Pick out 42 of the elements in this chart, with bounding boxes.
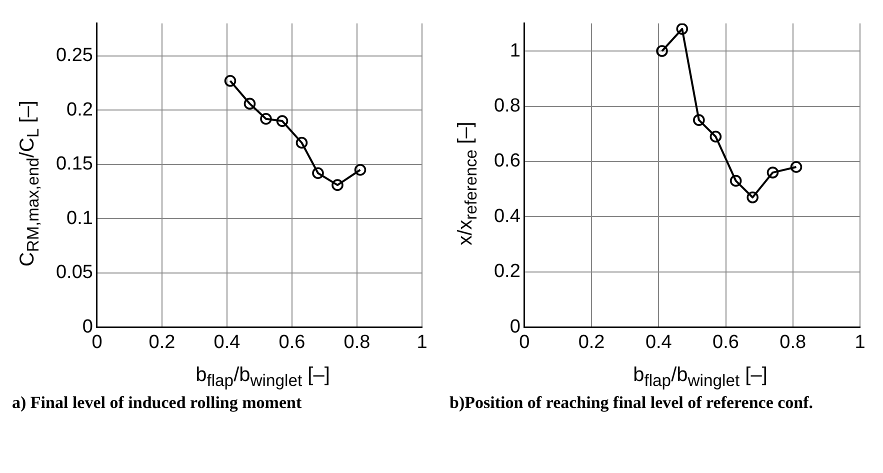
y-tick-label: 0.4 xyxy=(493,206,520,227)
x-tick-label: 0.8 xyxy=(344,332,370,353)
y-tick-label: 0.05 xyxy=(56,262,93,284)
y-tick-label: 1 xyxy=(509,40,520,62)
y-tick-label: 0.15 xyxy=(56,154,93,175)
x-tick-label: 0.6 xyxy=(278,332,306,353)
point xyxy=(709,130,722,143)
point xyxy=(296,136,308,149)
x-tick-label: 0.4 xyxy=(644,332,672,353)
point xyxy=(656,45,668,57)
x-tick-label: 1 xyxy=(416,332,428,353)
y-tick-label: 0.8 xyxy=(493,95,520,116)
y-tick-label: 0 xyxy=(82,316,93,338)
x-tick-label: 0.2 xyxy=(148,332,176,353)
x-axis-title: b$_{flap}$/b$_{winglet}$ [–] xyxy=(632,364,768,391)
y-tick-label: 0.1 xyxy=(66,208,93,229)
text: b)Position of reaching final level of reference conf. xyxy=(448,393,814,413)
y-tick-label: 0.2 xyxy=(493,261,520,282)
point xyxy=(766,166,778,178)
y-tick-label: 0.2 xyxy=(66,99,93,120)
x-tick-label: 1 xyxy=(854,332,865,353)
x-tick-label: 0.2 xyxy=(578,332,604,353)
point xyxy=(729,174,742,187)
text: a) Final level of induced rolling moment xyxy=(11,393,303,413)
x-axis-title: b$_{flap}$/b$_{winglet}$ [–] xyxy=(194,364,331,391)
x-tick-label: 0.6 xyxy=(712,332,738,353)
x-tick-label: 0.8 xyxy=(779,332,806,353)
point xyxy=(676,23,688,35)
point xyxy=(260,112,272,125)
point xyxy=(244,98,256,110)
x-tick-label: 0.4 xyxy=(214,332,241,353)
point xyxy=(276,115,288,127)
point xyxy=(692,114,704,126)
point xyxy=(224,75,236,87)
y-tick-label: 0.25 xyxy=(56,45,93,66)
point xyxy=(332,179,344,191)
point xyxy=(790,161,802,173)
y-tick-label: 0.6 xyxy=(493,150,520,172)
point xyxy=(354,164,366,176)
y-tick-label: 0 xyxy=(509,316,520,338)
point xyxy=(312,167,324,180)
point xyxy=(746,191,758,204)
